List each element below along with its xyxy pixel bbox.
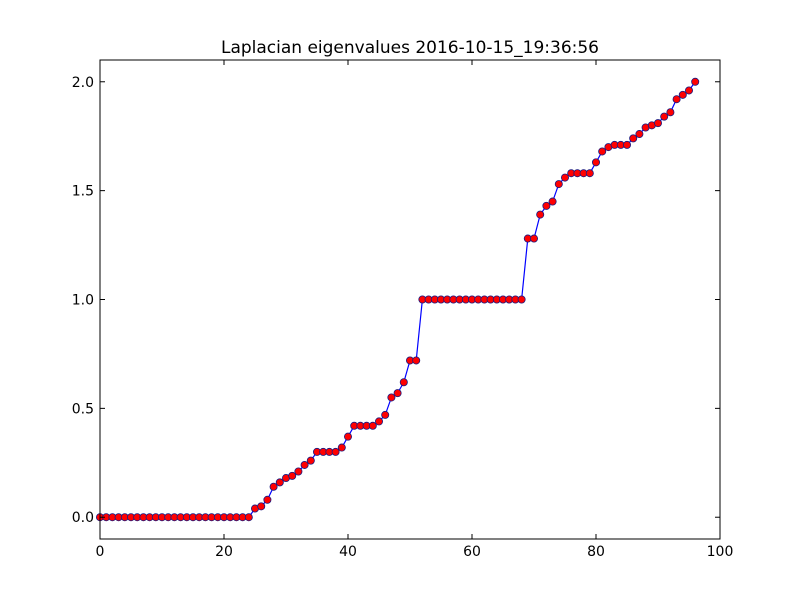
data-point	[536, 210, 545, 219]
data-point	[368, 421, 377, 430]
data-point	[561, 173, 570, 182]
data-point	[306, 456, 315, 465]
data-point	[691, 77, 700, 86]
data-point	[554, 180, 563, 189]
x-tick-label: 80	[587, 544, 605, 560]
data-point	[257, 502, 266, 511]
x-tick-label: 100	[707, 544, 734, 560]
x-tick-label: 60	[463, 544, 481, 560]
data-point	[275, 478, 284, 487]
data-point	[635, 130, 644, 139]
data-point	[685, 86, 694, 95]
data-point	[548, 197, 557, 206]
data-point	[585, 169, 594, 178]
chart-title: Laplacian eigenvalues 2016-10-15_19:36:5…	[221, 38, 599, 58]
data-point	[412, 356, 421, 365]
data-point	[331, 447, 340, 456]
x-tick-label: 40	[339, 544, 357, 560]
data-point	[269, 482, 278, 491]
data-point	[598, 147, 607, 156]
axes: 0 20 40 60 80 100 0.0 0.5 1.0 1.5 2.0	[72, 60, 734, 560]
data-point	[678, 90, 687, 99]
data-point	[530, 234, 539, 243]
axes-frame	[99, 59, 721, 540]
data-point	[666, 108, 675, 117]
y-tick-label: 1.5	[72, 184, 94, 200]
data-point	[517, 295, 526, 304]
data-point	[623, 140, 632, 149]
x-tick-label: 0	[96, 544, 105, 560]
data-point	[629, 134, 638, 143]
data-point	[542, 201, 551, 210]
data-point	[381, 410, 390, 419]
data-point	[387, 393, 396, 402]
data-point	[244, 513, 253, 522]
data-point	[337, 443, 346, 452]
data-point	[374, 417, 383, 426]
data-point	[263, 495, 272, 504]
data-point	[654, 119, 663, 128]
data-point	[592, 158, 601, 167]
data-point	[300, 460, 309, 469]
data-point	[393, 389, 402, 398]
y-tick-label: 0.0	[72, 510, 94, 526]
data-point	[343, 432, 352, 441]
data-point	[672, 95, 681, 104]
y-tick-label: 2.0	[72, 75, 94, 91]
data-point	[399, 378, 408, 387]
data-point	[288, 471, 297, 480]
data-point	[294, 467, 303, 476]
plot-area	[96, 77, 700, 522]
data-point	[660, 112, 669, 121]
y-tick-label: 0.5	[72, 401, 94, 417]
y-tick-label: 1.0	[72, 293, 94, 309]
x-tick-label: 20	[215, 544, 233, 560]
